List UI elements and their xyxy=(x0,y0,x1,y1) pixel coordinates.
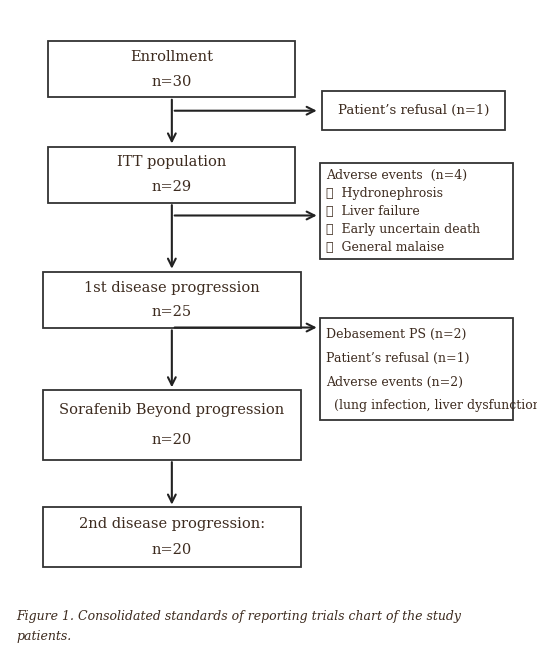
Text: n=20: n=20 xyxy=(152,543,192,557)
Text: Enrollment: Enrollment xyxy=(130,50,213,64)
FancyBboxPatch shape xyxy=(48,147,295,203)
Text: n=30: n=30 xyxy=(151,74,192,88)
Text: ✓  Early uncertain death: ✓ Early uncertain death xyxy=(326,223,480,237)
Text: ITT population: ITT population xyxy=(117,156,227,169)
FancyBboxPatch shape xyxy=(48,41,295,97)
Text: Patient’s refusal (n=1): Patient’s refusal (n=1) xyxy=(326,352,469,365)
Text: Debasement PS (n=2): Debasement PS (n=2) xyxy=(326,328,466,341)
Text: patients.: patients. xyxy=(16,629,71,643)
Text: Adverse events  (n=4): Adverse events (n=4) xyxy=(326,169,467,183)
Text: Figure 1. Consolidated standards of reporting trials chart of the study: Figure 1. Consolidated standards of repo… xyxy=(16,610,461,623)
Text: (lung infection, liver dysfunction): (lung infection, liver dysfunction) xyxy=(326,399,537,413)
FancyBboxPatch shape xyxy=(320,163,513,258)
Text: Adverse events (n=2): Adverse events (n=2) xyxy=(326,376,463,389)
Text: 2nd disease progression:: 2nd disease progression: xyxy=(79,517,265,531)
Text: n=25: n=25 xyxy=(152,305,192,319)
Text: ✓  Liver failure: ✓ Liver failure xyxy=(326,206,420,218)
FancyBboxPatch shape xyxy=(43,272,301,328)
Text: Patient’s refusal (n=1): Patient’s refusal (n=1) xyxy=(338,104,489,117)
Text: n=20: n=20 xyxy=(152,433,192,447)
Text: Sorafenib Beyond progression: Sorafenib Beyond progression xyxy=(59,403,285,417)
FancyBboxPatch shape xyxy=(320,318,513,420)
FancyBboxPatch shape xyxy=(43,390,301,460)
Text: ✓  General malaise: ✓ General malaise xyxy=(326,241,444,254)
FancyBboxPatch shape xyxy=(322,91,505,130)
FancyBboxPatch shape xyxy=(43,507,301,567)
Text: ✓  Hydronephrosis: ✓ Hydronephrosis xyxy=(326,187,443,200)
Text: n=29: n=29 xyxy=(152,180,192,194)
Text: 1st disease progression: 1st disease progression xyxy=(84,281,260,295)
